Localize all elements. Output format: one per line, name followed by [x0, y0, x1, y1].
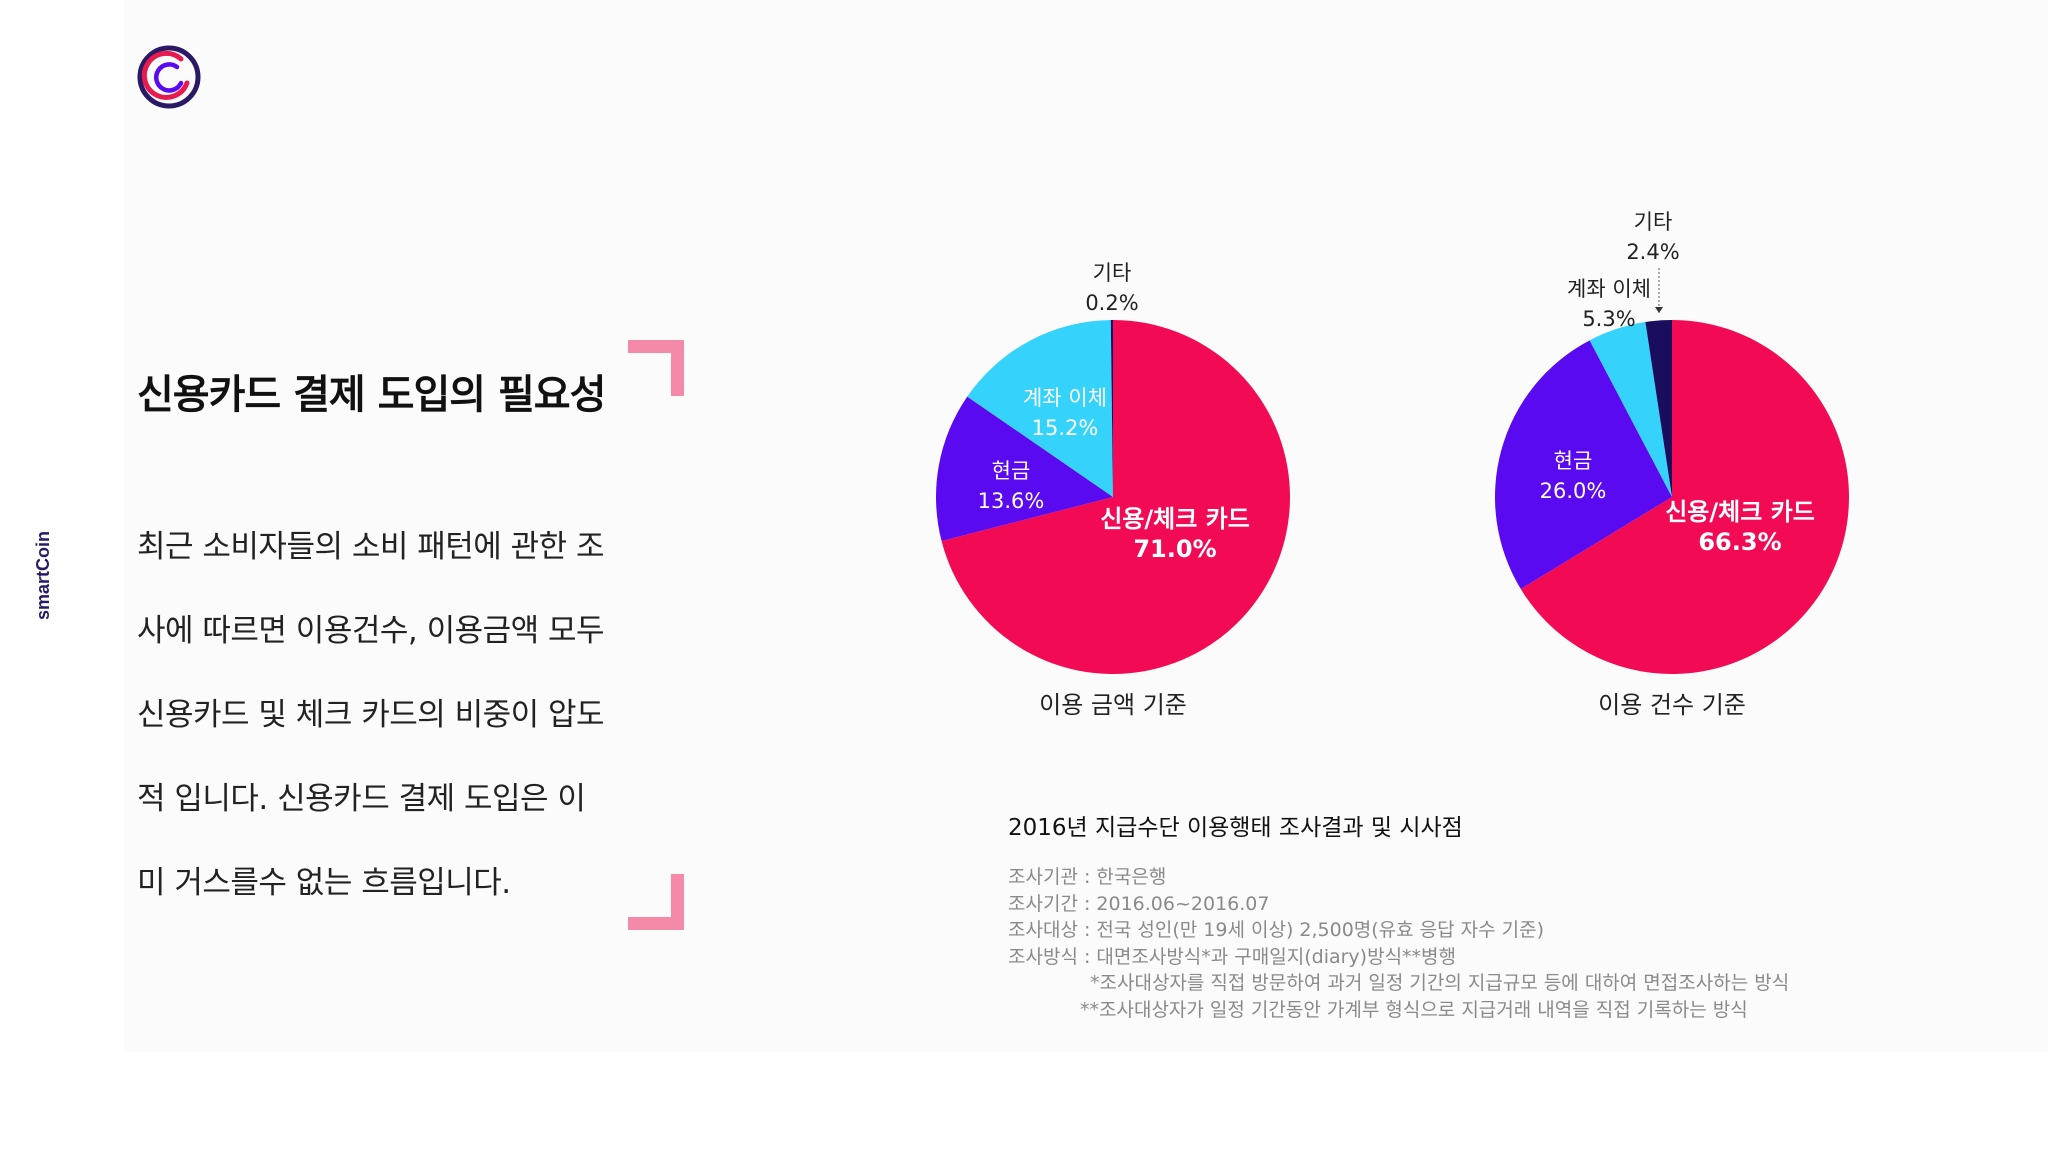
slice-label: 현금	[992, 459, 1031, 483]
page-title: 신용카드 결제 도입의 필요성	[137, 372, 606, 418]
slice-label: 계좌 이체	[1567, 277, 1651, 301]
slice-value-label: 26.0%	[1540, 479, 1607, 503]
pie-axis-label: 이용 금액 기준	[1039, 691, 1187, 719]
body-line: 최근 소비자들의 소비 패턴에 관한 조	[137, 529, 605, 565]
slice-label: 기타	[1093, 261, 1132, 285]
pie-slice-1-1	[941, 320, 1291, 674]
pie-slice-1-4	[1110, 320, 1113, 497]
pie-slice-2-3	[1589, 322, 1672, 497]
pie-slice-2-1	[1520, 320, 1849, 674]
survey-footnote: *조사대상자를 직접 방문하여 과거 일정 기간의 지급규모 등에 대하여 면접…	[1090, 972, 1790, 994]
slice-label: 신용/체크 카드	[1665, 498, 1815, 526]
bracket-top-right-vertical	[671, 340, 684, 396]
slice-label: 현금	[1554, 449, 1593, 473]
pie-axis-label: 이용 건수 기준	[1598, 691, 1746, 719]
slice-value-label: 66.3%	[1698, 528, 1781, 556]
bracket-bottom-right	[628, 917, 684, 930]
slice-value-label: 0.2%	[1085, 291, 1138, 315]
slice-value-label: 15.2%	[1032, 416, 1099, 440]
pie-slice-1-2	[936, 396, 1113, 542]
survey-line: 조사방식 : 대면조사방식*과 구매일지(diary)방식**병행	[1008, 945, 1457, 968]
body-line: 미 거스를수 없는 흐름입니다.	[137, 865, 511, 901]
body-line: 신용카드 및 체크 카드의 비중이 압도	[137, 697, 605, 733]
bracket-top-right	[628, 340, 684, 353]
slice-label: 계좌 이체	[1023, 386, 1107, 410]
slice-value-label: 13.6%	[978, 489, 1045, 513]
bracket-bottom-right-vertical	[671, 874, 684, 930]
slice-value-label: 71.0%	[1133, 535, 1216, 563]
survey-details: 조사기관 : 한국은행 조사기간 : 2016.06~2016.07 조사대상 …	[1008, 864, 1908, 1023]
body-line: 적 입니다. 신용카드 결제 도입은 이	[137, 781, 586, 817]
pie-slice-1-3	[967, 320, 1113, 497]
survey-line: 조사기관 : 한국은행	[1008, 866, 1167, 888]
smartcoin-logo-icon	[137, 45, 201, 109]
slice-value-label: 5.3%	[1582, 307, 1635, 331]
body-paragraph: 최근 소비자들의 소비 패턴에 관한 조 사에 따르면 이용건수, 이용금액 모…	[137, 515, 657, 935]
pie-slice-2-4	[1645, 320, 1672, 497]
slice-label: 기타	[1634, 210, 1673, 234]
pie-slice-2-2	[1494, 340, 1672, 590]
body-line: 사에 따르면 이용건수, 이용금액 모두	[137, 613, 605, 649]
survey-footnote: **조사대상자가 일정 기간동안 가계부 형식으로 지급거래 내역을 직접 기록…	[1080, 998, 1748, 1021]
slice-value-label: 2.4%	[1626, 240, 1679, 264]
slice-label: 신용/체크 카드	[1100, 505, 1250, 533]
survey-line: 조사기간 : 2016.06~2016.07	[1008, 892, 1270, 915]
survey-line: 조사대상 : 전국 성인(만 19세 이상) 2,500명(유효 응답 자수 기…	[1008, 919, 1545, 941]
survey-title: 2016년 지급수단 이용행태 조사결과 및 시사점	[1008, 815, 1463, 841]
leader-arrow-icon	[1655, 307, 1663, 313]
survey-info: 2016년 지급수단 이용행태 조사결과 및 시사점 조사기관 : 한국은행 조…	[1008, 808, 1908, 1023]
